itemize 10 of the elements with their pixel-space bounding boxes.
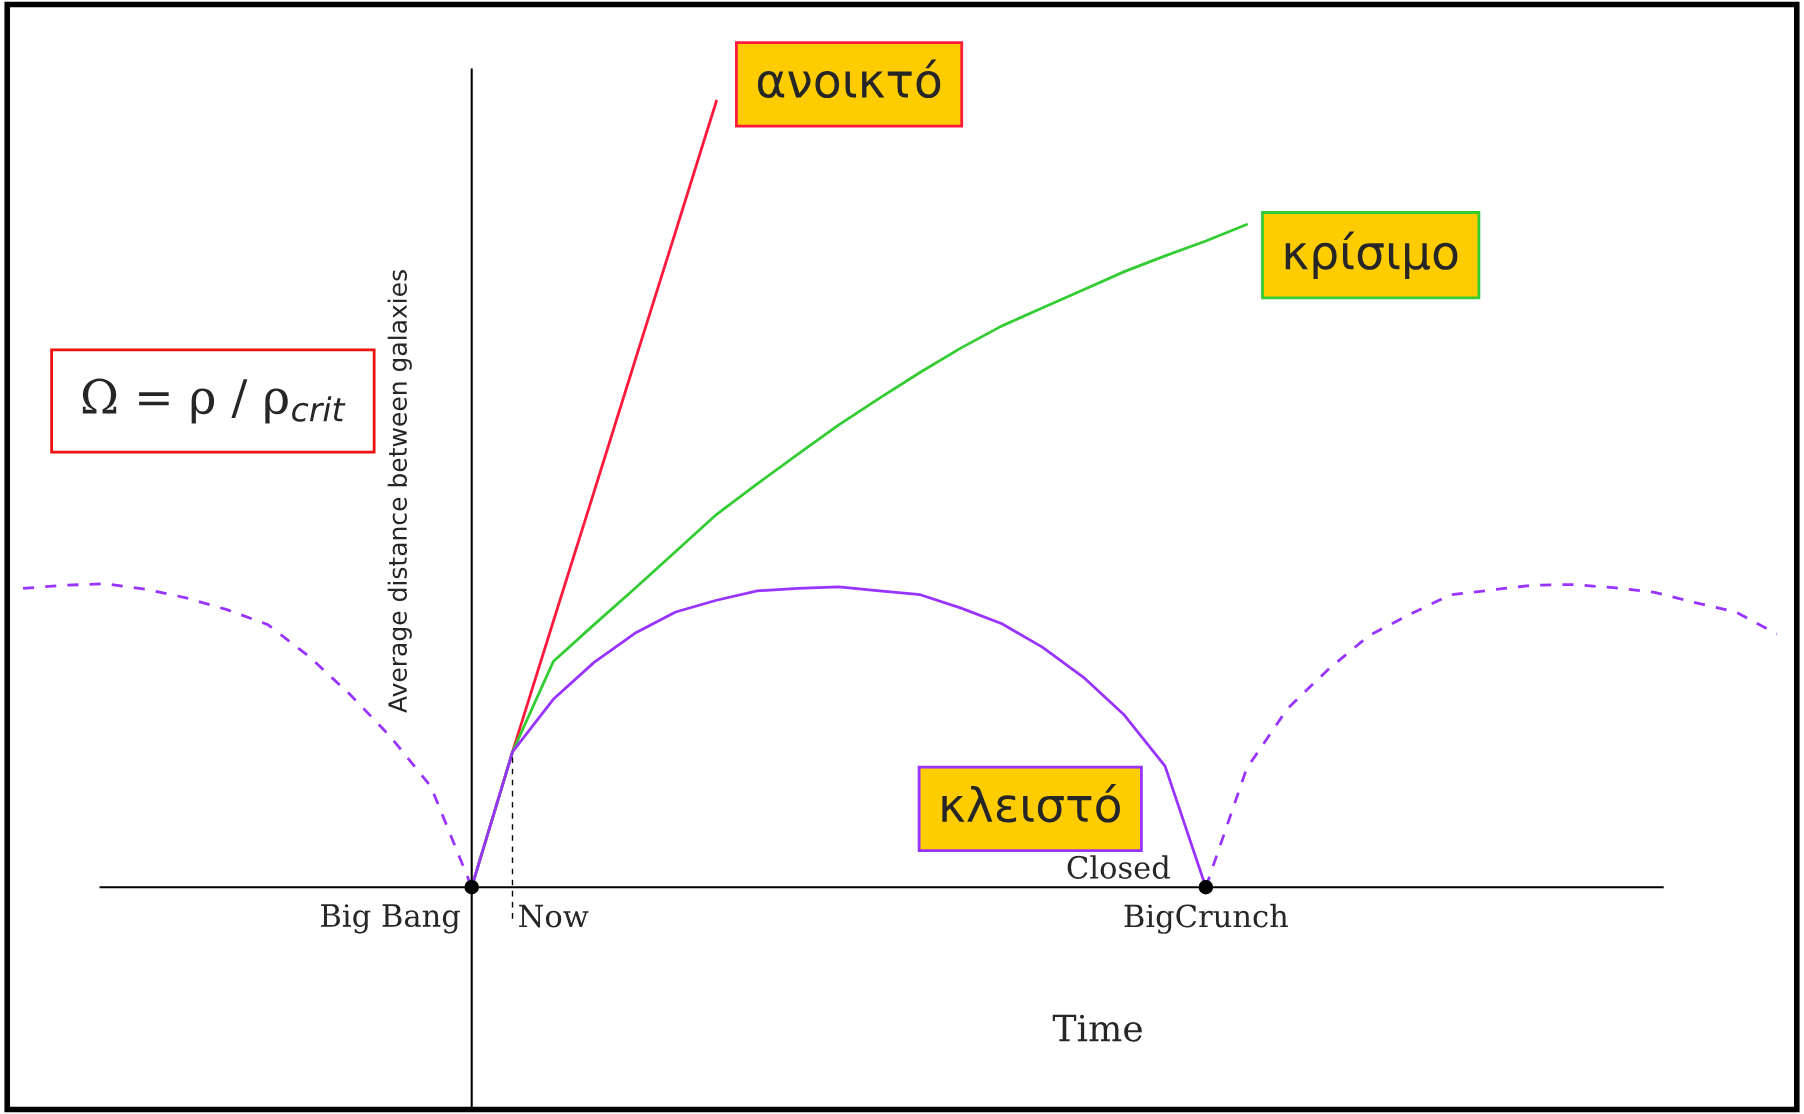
x-tick-label: Big Bang: [321, 904, 460, 934]
series-label: κρίσιμο: [1285, 231, 1458, 279]
series-label: κλειστό: [942, 784, 1120, 823]
y-axis-title: Average distance between galaxies: [387, 270, 412, 713]
annotation: Ω = ρ / ρ$_{crit}$: [82, 378, 346, 424]
x-tick-label: Now: [519, 904, 589, 928]
x-axis-title: Time: [1052, 1014, 1142, 1042]
x-tick-label: BigCrunch: [1124, 903, 1288, 934]
annotation: Closed: [1067, 855, 1170, 879]
series-label: ανοικτό: [757, 59, 941, 99]
